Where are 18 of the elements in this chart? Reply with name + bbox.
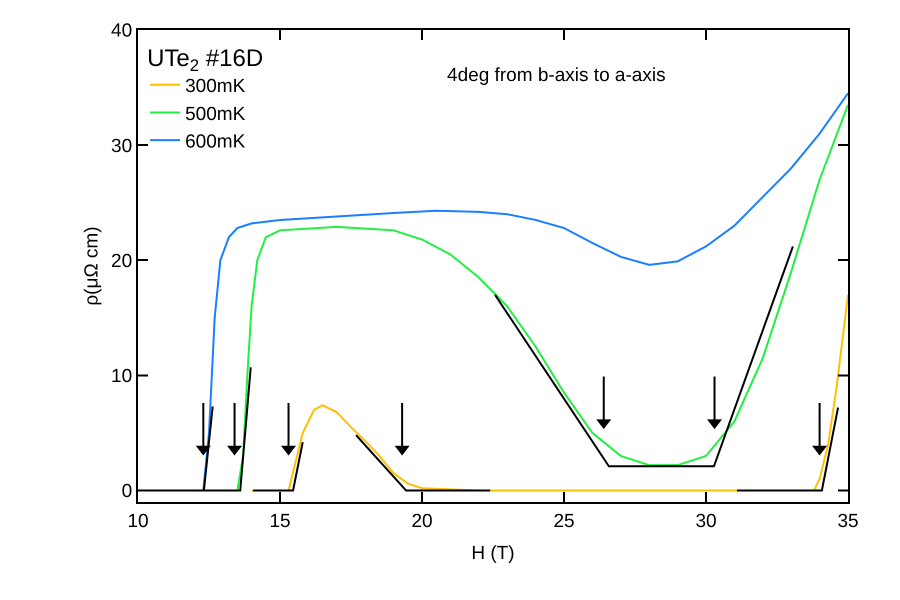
y-tick-label: 40	[111, 20, 132, 42]
legend-label: 300mK	[185, 76, 246, 98]
y-tick-label: 30	[111, 136, 132, 157]
y-tick-label: 10	[111, 366, 132, 388]
y-axis-title: ρ(μΩ cm)	[81, 226, 102, 306]
x-tick-label: 15	[269, 510, 291, 532]
y-tick-label: 20	[111, 250, 132, 272]
legend-label: 500mK	[185, 104, 246, 125]
legend-label: 600mK	[185, 132, 246, 153]
annotation: 4deg from b-axis to a-axis	[447, 65, 666, 86]
y-tick-label: 0	[122, 481, 132, 502]
legend-title: UTe$_{2}$ #16D	[147, 44, 264, 75]
x-tick-label: 10	[127, 510, 149, 532]
x-axis-title: H (T)	[471, 543, 515, 564]
x-tick-label: 25	[553, 510, 575, 532]
x-tick-label: 20	[411, 510, 433, 532]
x-tick-label: 30	[695, 510, 717, 532]
x-tick-label: 35	[837, 510, 859, 532]
